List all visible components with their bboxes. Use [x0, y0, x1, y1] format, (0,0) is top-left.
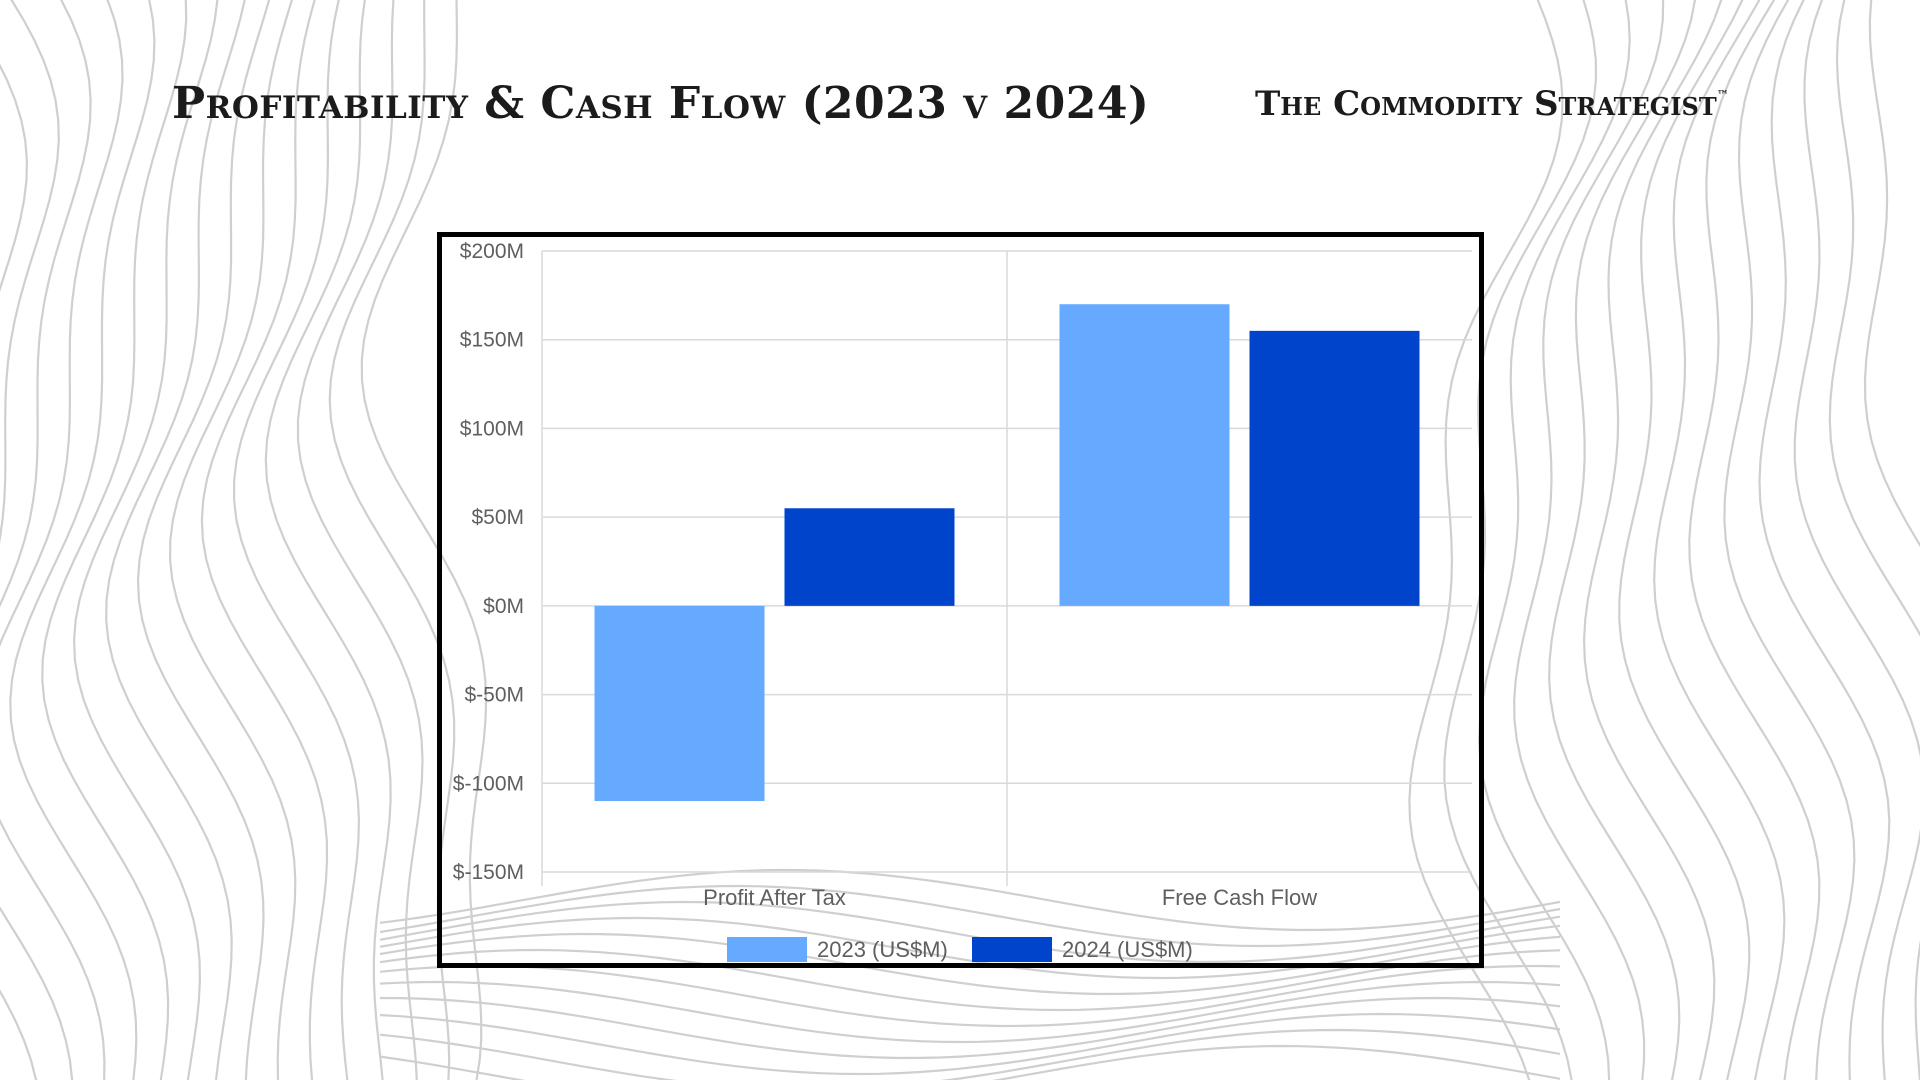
y-tick-label: $-50M [464, 684, 524, 707]
chart-frame: $200M $150M $100M $50M $0M $-50M $-100M $-150M … [437, 232, 1484, 968]
legend: 2023 (US$M) 2024 (US$M) [727, 937, 1193, 962]
slide-title: Profitability & Cash Flow (2023 v 2024) [172, 78, 1150, 129]
contour-line [379, 980, 1561, 1044]
legend-label: 2023 (US$M) [817, 937, 948, 962]
trademark-mark: ™ [1716, 88, 1729, 102]
y-tick-label: $-100M [453, 772, 524, 795]
contour-line [168, 0, 297, 1080]
y-tick-label: $200M [460, 240, 524, 263]
contour-line [1758, 0, 1891, 1080]
contour-line [1618, 0, 1751, 1080]
contour-line [72, 0, 219, 1080]
contour-line [200, 0, 329, 1080]
contour-line [296, 0, 424, 1080]
contour-line [136, 0, 271, 1080]
contour-line [0, 0, 60, 1080]
contour-line [41, 0, 188, 1080]
contour-line [360, 0, 488, 1080]
bars [594, 304, 1420, 802]
contour-line [1582, 0, 1723, 1080]
contour-line [232, 0, 361, 1080]
brand-name: The Commodity Strategist™ [1255, 84, 1729, 124]
contour-line [1723, 0, 1856, 1080]
y-tick-label: $150M [460, 329, 524, 352]
contour-line [1653, 0, 1786, 1080]
brand-text: The Commodity Strategist [1255, 84, 1717, 124]
contour-line [0, 63, 29, 293]
x-axis-categories: Profit After Tax Free Cash Flow [703, 885, 1317, 910]
contour-line [105, 0, 246, 1080]
contour-line [379, 1044, 1561, 1080]
contour-line [379, 1012, 1561, 1076]
contour-line [379, 996, 1561, 1060]
legend-swatch [727, 937, 807, 962]
y-tick-label: $50M [471, 506, 524, 529]
contour-line [1863, 0, 1920, 548]
contour-line [1548, 0, 1697, 1080]
contour-line [0, 0, 92, 1080]
contour-line [379, 948, 1561, 1012]
contour-line [0, 0, 124, 1080]
contour-line [1408, 0, 1564, 1080]
contour-line [1478, 0, 1631, 1080]
bar-2024-0 [784, 508, 955, 606]
contour-line [379, 900, 1561, 964]
bar-chart: $200M$150M$100M$50M$0M$-50M$-100M$-150M … [453, 240, 1472, 962]
legend-swatch [972, 937, 1052, 962]
category-label: Profit After Tax [703, 885, 846, 910]
contour-line [379, 868, 1561, 932]
bar-2024-1 [1249, 330, 1420, 606]
contour-line [264, 0, 392, 1080]
contour-line [379, 884, 1561, 948]
contour-line [1793, 0, 1920, 1080]
contour-line [1513, 0, 1665, 1080]
y-tick-label: $0M [483, 595, 524, 618]
contour-line [1688, 0, 1821, 1080]
contour-line [1828, 0, 1920, 1080]
y-axis-ticks: $200M $150M $100M $50M $0M $-50M $-100M $-150M [453, 240, 524, 884]
y-tick-label: $-150M [453, 861, 524, 884]
contour-line [379, 964, 1561, 1028]
category-label: Free Cash Flow [1162, 885, 1317, 910]
contour-line [379, 916, 1561, 980]
y-tick-label: $100M [460, 417, 524, 440]
contour-line [379, 1028, 1561, 1080]
contour-line [9, 0, 156, 1080]
bar-2023-0 [594, 605, 765, 802]
bar-2023-1 [1059, 304, 1230, 606]
legend-label: 2024 (US$M) [1062, 937, 1193, 962]
